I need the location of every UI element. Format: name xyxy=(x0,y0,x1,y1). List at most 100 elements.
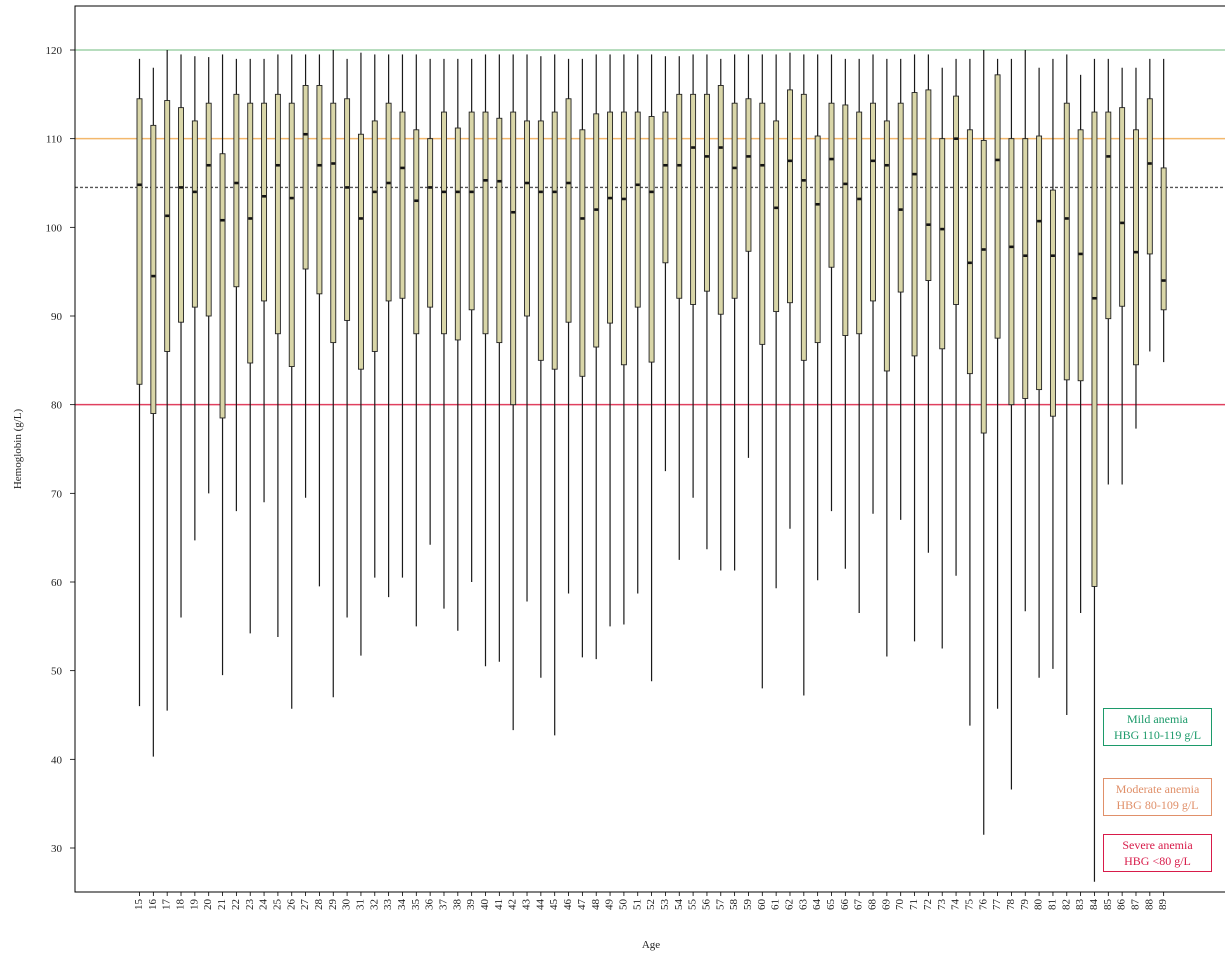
iqr-box xyxy=(1105,111,1112,320)
median-mark xyxy=(801,179,806,182)
box-age-63 xyxy=(800,54,807,696)
median-mark xyxy=(525,181,530,185)
x-tick-label: 78 xyxy=(1005,899,1017,911)
box-age-39 xyxy=(468,58,475,582)
median-mark xyxy=(538,190,543,194)
x-tick-label: 23 xyxy=(244,899,256,911)
legend-mild-title: Mild anemia xyxy=(1127,712,1188,726)
x-tick-label: 53 xyxy=(659,899,671,911)
median-mark xyxy=(871,159,876,163)
box-age-21 xyxy=(219,54,226,676)
x-tick-label: 54 xyxy=(673,899,685,911)
x-tick-label: 86 xyxy=(1116,899,1128,911)
iqr-box xyxy=(1008,138,1015,406)
y-tick-label: 100 xyxy=(46,222,63,234)
iqr-box xyxy=(454,127,461,341)
iqr-box xyxy=(150,124,157,414)
box-age-38 xyxy=(454,58,461,631)
median-mark xyxy=(275,163,280,167)
iqr-box xyxy=(745,98,752,252)
box-age-35 xyxy=(413,54,420,627)
median-mark xyxy=(345,186,350,189)
median-mark xyxy=(704,155,709,158)
box-age-85 xyxy=(1105,58,1112,485)
median-mark xyxy=(289,196,294,200)
x-tick-label: 22 xyxy=(230,899,242,910)
iqr-box xyxy=(1077,129,1084,382)
legend-moderate-title: Moderate anemia xyxy=(1115,782,1200,796)
box-age-26 xyxy=(288,54,295,709)
box-age-59 xyxy=(745,54,752,458)
median-mark xyxy=(677,163,682,167)
x-tick-label: 69 xyxy=(880,899,892,911)
median-mark xyxy=(552,190,557,194)
iqr-box xyxy=(136,98,143,385)
iqr-box xyxy=(413,129,420,335)
median-mark xyxy=(1133,250,1138,254)
median-mark xyxy=(497,179,502,183)
median-mark xyxy=(151,274,156,278)
box-age-34 xyxy=(399,54,406,578)
iqr-box xyxy=(371,120,378,352)
x-tick-label: 55 xyxy=(687,899,699,911)
box-age-83 xyxy=(1077,74,1084,614)
median-mark xyxy=(1064,217,1069,220)
box-age-45 xyxy=(551,54,558,736)
x-tick-label: 81 xyxy=(1046,899,1058,910)
median-mark xyxy=(303,132,308,136)
box-age-41 xyxy=(496,54,503,662)
x-tick-label: 50 xyxy=(617,899,629,911)
x-tick-label: 68 xyxy=(867,899,879,911)
median-mark xyxy=(774,206,779,210)
iqr-box xyxy=(593,113,600,348)
x-axis: 15 16 17 18 19 20 21 22 23 24 25 26 27 28 29 30 31 32 33 34… xyxy=(133,892,1169,910)
x-tick-label: 87 xyxy=(1130,899,1142,911)
x-tick-label: 37 xyxy=(438,899,450,911)
x-tick-label: 72 xyxy=(922,899,934,910)
x-tick-label: 43 xyxy=(521,899,533,911)
x-tick-label: 16 xyxy=(147,899,159,911)
x-tick-label: 59 xyxy=(742,899,754,911)
box-age-86 xyxy=(1119,67,1126,485)
box-age-31 xyxy=(357,52,364,656)
x-tick-label: 67 xyxy=(853,899,865,911)
x-tick-label: 39 xyxy=(465,899,477,911)
median-mark xyxy=(760,163,765,167)
median-mark xyxy=(372,190,377,194)
median-mark xyxy=(469,190,474,194)
iqr-box xyxy=(316,85,323,295)
iqr-box xyxy=(1160,167,1167,311)
legend-severe: Severe anemia HBG <80 g/L xyxy=(1103,834,1212,872)
y-tick-label: 30 xyxy=(51,843,63,855)
x-tick-label: 89 xyxy=(1157,899,1169,911)
iqr-box xyxy=(399,111,406,299)
iqr-box xyxy=(551,111,558,370)
iqr-box xyxy=(1036,135,1043,391)
x-tick-label: 45 xyxy=(548,899,560,911)
x-tick-label: 58 xyxy=(728,899,740,911)
x-axis-title: Age xyxy=(642,939,660,951)
median-mark xyxy=(414,199,419,203)
x-tick-label: 38 xyxy=(451,899,463,911)
median-mark xyxy=(1023,254,1028,258)
x-tick-label: 46 xyxy=(562,899,574,911)
iqr-box xyxy=(205,102,212,317)
x-tick-label: 70 xyxy=(894,899,906,911)
iqr-box xyxy=(579,129,586,377)
median-mark xyxy=(898,208,903,211)
iqr-box xyxy=(496,117,503,344)
box-age-55 xyxy=(690,54,697,498)
median-mark xyxy=(511,210,516,214)
x-tick-label: 60 xyxy=(756,899,768,911)
x-tick-label: 84 xyxy=(1088,899,1100,911)
box-age-40 xyxy=(482,54,489,667)
box-age-61 xyxy=(773,54,780,589)
x-tick-label: 62 xyxy=(784,899,796,910)
median-mark xyxy=(663,163,668,167)
iqr-box xyxy=(897,102,904,293)
median-mark xyxy=(248,217,253,220)
box-age-32 xyxy=(371,54,378,578)
box-age-48 xyxy=(593,54,600,660)
iqr-box xyxy=(870,102,876,302)
box-age-44 xyxy=(537,56,544,678)
